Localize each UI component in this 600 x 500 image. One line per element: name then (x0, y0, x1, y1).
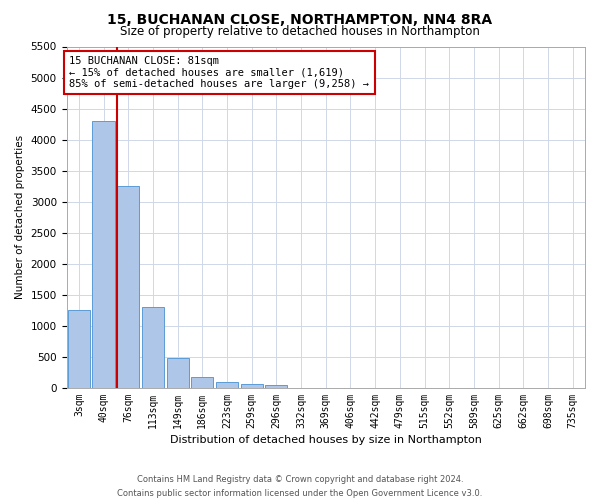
Bar (191, 377, 214, 388)
Bar (216, 382, 238, 388)
Text: Contains HM Land Registry data © Crown copyright and database right 2024.
Contai: Contains HM Land Registry data © Crown c… (118, 476, 482, 498)
Bar (265, 384, 287, 388)
Text: Size of property relative to detached houses in Northampton: Size of property relative to detached ho… (120, 25, 480, 38)
Text: 15 BUCHANAN CLOSE: 81sqm
← 15% of detached houses are smaller (1,619)
85% of sem: 15 BUCHANAN CLOSE: 81sqm ← 15% of detach… (70, 56, 370, 89)
Bar (117, 186, 139, 388)
Y-axis label: Number of detached properties: Number of detached properties (15, 135, 25, 300)
Bar (92, 121, 115, 388)
Bar (68, 310, 90, 388)
Bar (241, 384, 263, 388)
Bar (142, 307, 164, 388)
Bar (167, 358, 189, 388)
X-axis label: Distribution of detached houses by size in Northampton: Distribution of detached houses by size … (170, 435, 482, 445)
Text: 15, BUCHANAN CLOSE, NORTHAMPTON, NN4 8RA: 15, BUCHANAN CLOSE, NORTHAMPTON, NN4 8RA (107, 12, 493, 26)
